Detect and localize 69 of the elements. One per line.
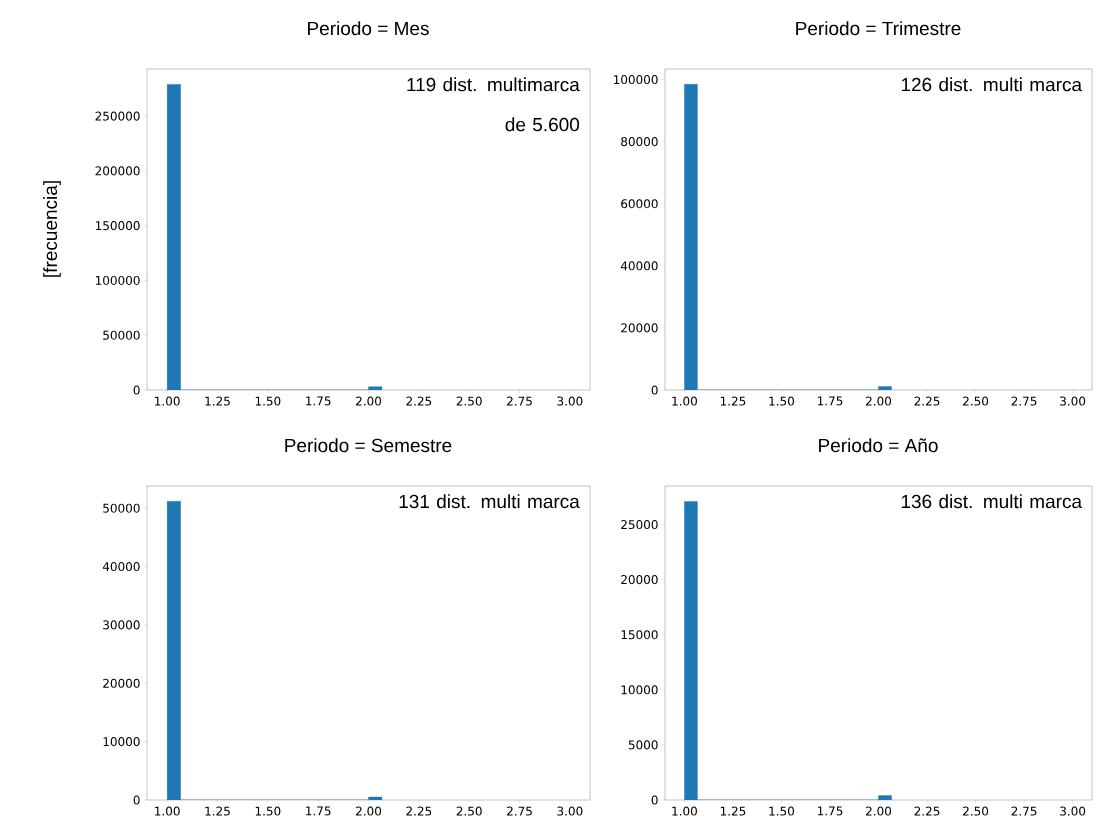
x-tick-label: 2.00 (866, 806, 892, 816)
x-tick-label: 1.75 (817, 396, 843, 406)
y-tick-label: 30000 (103, 620, 140, 630)
x-tick-label: 3.00 (557, 806, 583, 816)
x-tick-label: 1.75 (306, 806, 331, 816)
y-tick-label: 100000 (95, 275, 140, 285)
x-tick-label: 3.00 (557, 396, 583, 406)
x-tick-label: 2.75 (1011, 396, 1037, 406)
x-tick-label: 2.75 (507, 806, 532, 816)
y-tick-label: 200000 (95, 166, 140, 176)
x-tick-label: 2.50 (456, 396, 482, 406)
annotation: 131 dist. multi marca (399, 494, 580, 509)
x-tick-label: 2.25 (914, 396, 940, 406)
x-tick-label: 1.00 (672, 806, 697, 816)
y-tick-label: 60000 (621, 199, 658, 209)
y-tick-label: 5000 (628, 740, 658, 750)
y-axis-title: [frecuencia] (43, 181, 61, 277)
y-tick-label: 250000 (95, 111, 140, 121)
x-tick-label: 2.25 (406, 806, 432, 816)
x-tick-label: 3.00 (1060, 396, 1086, 406)
y-tick-label: 10000 (621, 685, 658, 695)
y-tick-label: 10000 (103, 737, 140, 747)
x-tick-label: 2.75 (507, 396, 532, 406)
x-tick-label: 1.00 (672, 396, 697, 406)
y-tick-label: 25000 (621, 520, 658, 530)
x-tick-label: 1.50 (769, 396, 795, 406)
y-tick-label: 100000 (613, 75, 658, 85)
y-tick-label: 20000 (621, 323, 658, 333)
x-tick-label: 2.50 (456, 806, 482, 816)
chart-title: Periodo = Trimestre (796, 21, 961, 36)
x-tick-label: 1.50 (255, 396, 281, 406)
annotation: 126 dist. multi marca (901, 77, 1083, 92)
x-tick-label: 2.00 (356, 806, 382, 816)
x-tick-label: 2.25 (914, 806, 940, 816)
y-tick-label: 40000 (620, 261, 658, 271)
chart-title: Periodo = Semestre (285, 438, 452, 453)
x-tick-label: 2.00 (356, 396, 382, 406)
y-tick-label: 150000 (95, 221, 140, 231)
annotation: 136 dist. multi marca (901, 494, 1083, 509)
x-tick-label: 1.50 (255, 806, 281, 816)
x-tick-label: 2.75 (1011, 806, 1037, 816)
x-tick-label: 1.25 (205, 396, 230, 406)
x-tick-label: 1.75 (817, 806, 843, 816)
y-tick-label: 20000 (621, 575, 658, 585)
y-tick-label: 50000 (103, 330, 140, 340)
y-tick-label: 40000 (102, 562, 140, 572)
y-tick-label: 50000 (103, 503, 140, 513)
x-tick-label: 1.25 (720, 806, 746, 816)
chart-title: Periodo = Año (819, 438, 938, 453)
y-tick-label: 0 (651, 385, 658, 395)
chart-title: Periodo = Mes (308, 21, 429, 36)
y-tick-label: 0 (133, 795, 140, 805)
x-tick-label: 1.25 (720, 396, 746, 406)
y-tick-label: 80000 (621, 137, 658, 147)
x-tick-label: 1.00 (155, 806, 180, 816)
x-tick-label: 2.50 (963, 396, 989, 406)
y-tick-label: 20000 (103, 678, 140, 688)
x-tick-label: 1.25 (205, 806, 230, 816)
text: 119 dist. multimarca de 5.600 (407, 77, 580, 132)
x-tick-label: 1.50 (769, 806, 795, 816)
x-tick-label: 2.25 (406, 396, 432, 406)
x-tick-label: 2.50 (963, 806, 989, 816)
x-tick-label: 1.00 (155, 396, 180, 406)
y-tick-label: 0 (133, 385, 140, 395)
x-tick-label: 3.00 (1060, 806, 1086, 816)
x-tick-label: 1.75 (306, 396, 331, 406)
y-tick-label: 0 (651, 795, 658, 805)
y-tick-label: 15000 (621, 630, 658, 640)
x-tick-label: 2.00 (866, 396, 892, 406)
